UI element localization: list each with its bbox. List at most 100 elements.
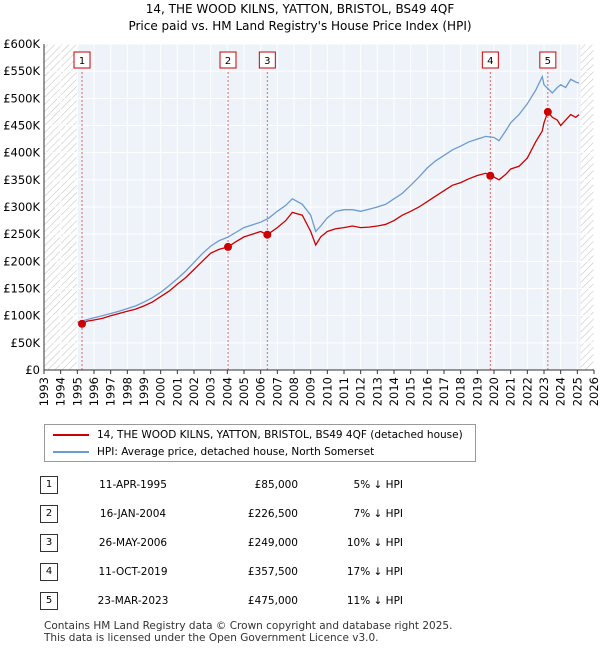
x-tick-label: 2012: [354, 377, 368, 406]
legend-label-hpi: HPI: Average price, detached house, Nort…: [97, 446, 375, 458]
footer-copyright: Contains HM Land Registry data © Crown c…: [44, 620, 452, 644]
sale-hpi-diff: 17% ↓ HPI: [346, 565, 403, 578]
x-tick-label: 1995: [70, 377, 84, 406]
table-row: 3 26-MAY-2006 £249,000 10% ↓ HPI: [40, 528, 403, 557]
legend-swatch-property: [53, 434, 89, 436]
x-tick-label: 2001: [170, 377, 184, 406]
table-row: 4 11-OCT-2019 £357,500 17% ↓ HPI: [40, 557, 403, 586]
x-tick-label: 1994: [54, 377, 68, 406]
y-tick-label: £600K: [3, 37, 40, 51]
x-tick-label: 2004: [220, 377, 234, 406]
x-tick-label: 2005: [237, 377, 251, 406]
sale-hpi-diff: 11% ↓ HPI: [346, 594, 403, 607]
x-tick-label: 2010: [320, 377, 334, 406]
x-tick-label: 1998: [120, 377, 134, 406]
x-tick-label: 2015: [404, 377, 418, 406]
x-tick-label: 2020: [487, 377, 501, 406]
x-tick-label: 2024: [554, 377, 568, 406]
y-tick-label: £150K: [3, 282, 40, 296]
sale-label-number: 1: [79, 56, 85, 67]
sale-label-box: [539, 51, 557, 69]
sale-date: 11-APR-1995: [99, 478, 167, 491]
x-tick-label: 1996: [87, 377, 101, 406]
table-row: 5 23-MAR-2023 £475,000 11% ↓ HPI: [40, 586, 403, 615]
x-tick-label: 1999: [137, 377, 151, 406]
x-tick-label: 2002: [187, 377, 201, 406]
sale-price: £357,500: [247, 565, 298, 578]
x-tick-label: 2014: [387, 377, 401, 406]
sale-point: [486, 171, 495, 180]
y-tick-label: £300K: [3, 200, 40, 214]
chart-title: 14, THE WOOD KILNS, YATTON, BRISTOL, BS4…: [145, 2, 455, 16]
y-tick-label: £350K: [3, 173, 40, 187]
hpi-series-line: [77, 74, 580, 323]
y-tick-label: £200K: [3, 254, 40, 268]
sale-label-number: 4: [487, 56, 493, 67]
table-row: 1 11-APR-1995 £85,000 5% ↓ HPI: [40, 470, 403, 499]
sale-label-number: 2: [225, 56, 231, 67]
y-tick-label: £50K: [11, 336, 41, 350]
x-tick-label: 1997: [104, 377, 118, 406]
legend-label-property: 14, THE WOOD KILNS, YATTON, BRISTOL, BS4…: [97, 429, 463, 441]
sale-number-badge: 3: [40, 533, 58, 552]
sale-date: 23-MAR-2023: [97, 594, 169, 607]
sale-date: 11-OCT-2019: [98, 565, 168, 578]
x-tick-label: 2026: [587, 377, 600, 406]
y-tick-label: £0: [25, 363, 40, 377]
sale-point: [78, 319, 86, 328]
sale-hpi-diff: 7% ↓ HPI: [353, 507, 403, 520]
x-tick-label: 2016: [420, 377, 434, 406]
x-tick-label: 2007: [270, 377, 284, 406]
sale-date: 26-MAY-2006: [98, 536, 168, 549]
sale-label-box: [481, 51, 499, 69]
x-tick-label: 2025: [570, 377, 584, 406]
x-tick-label: 2021: [504, 377, 518, 406]
y-tick-label: £100K: [3, 309, 40, 323]
y-tick-label: £550K: [3, 64, 40, 78]
sale-hpi-diff: 5% ↓ HPI: [353, 478, 403, 491]
sale-date: 16-JAN-2004: [99, 507, 167, 520]
sale-number-badge: 4: [40, 562, 58, 581]
x-tick-label: 1993: [37, 377, 51, 406]
sale-price: £85,000: [254, 478, 298, 491]
x-tick-label: 2011: [337, 377, 351, 406]
x-tick-label: 2022: [520, 377, 534, 406]
footer-line-1: Contains HM Land Registry data © Crown c…: [44, 620, 453, 632]
sale-number-badge: 5: [40, 591, 58, 610]
sale-price: £249,000: [247, 536, 298, 549]
chart-subtitle: Price paid vs. HM Land Registry's House …: [128, 19, 472, 33]
legend-swatch-hpi: [53, 451, 89, 453]
price-chart: 1 2 3 4 5 £0 £50K £100K £150K £200K £250K £300K £35…: [3, 37, 600, 406]
price-paid-series-line: [81, 110, 580, 325]
footer-line-2: This data is licensed under the Open Gov…: [44, 632, 379, 644]
x-tick-label: 2018: [454, 377, 468, 406]
x-tick-label: 2013: [370, 377, 384, 406]
table-row: 2 16-JAN-2004 £226,500 7% ↓ HPI: [40, 499, 403, 528]
sale-label-box: [258, 51, 276, 69]
legend: 14, THE WOOD KILNS, YATTON, BRISTOL, BS4…: [44, 424, 476, 462]
sale-label-number: 3: [264, 56, 270, 67]
x-tick-label: 2017: [437, 377, 451, 406]
sale-point: [543, 107, 552, 116]
sale-hpi-diff: 10% ↓ HPI: [346, 536, 403, 549]
x-tick-label: 2000: [154, 377, 168, 406]
sale-number-badge: 1: [40, 475, 58, 494]
y-tick-label: £500K: [3, 91, 40, 105]
sale-price: £475,000: [247, 594, 298, 607]
sale-number-badge: 2: [40, 504, 58, 523]
x-tick-label: 2023: [537, 377, 551, 406]
x-tick-label: 2006: [254, 377, 268, 406]
sale-point: [263, 230, 272, 239]
x-tick-label: 2009: [304, 377, 318, 406]
sale-point: [224, 242, 232, 251]
y-tick-label: £400K: [3, 146, 40, 160]
x-tick-label: 2019: [470, 377, 484, 406]
sale-price: £226,500: [247, 507, 298, 520]
y-tick-label: £250K: [3, 227, 40, 241]
x-tick-label: 2008: [287, 377, 301, 406]
sale-label-box: [219, 51, 237, 69]
sales-table: 1 11-APR-1995 £85,000 5% ↓ HPI 2 16-JAN-…: [40, 470, 403, 615]
x-tick-label: 2003: [204, 377, 218, 406]
y-tick-label: £450K: [3, 119, 40, 133]
sale-label-number: 5: [545, 56, 551, 67]
